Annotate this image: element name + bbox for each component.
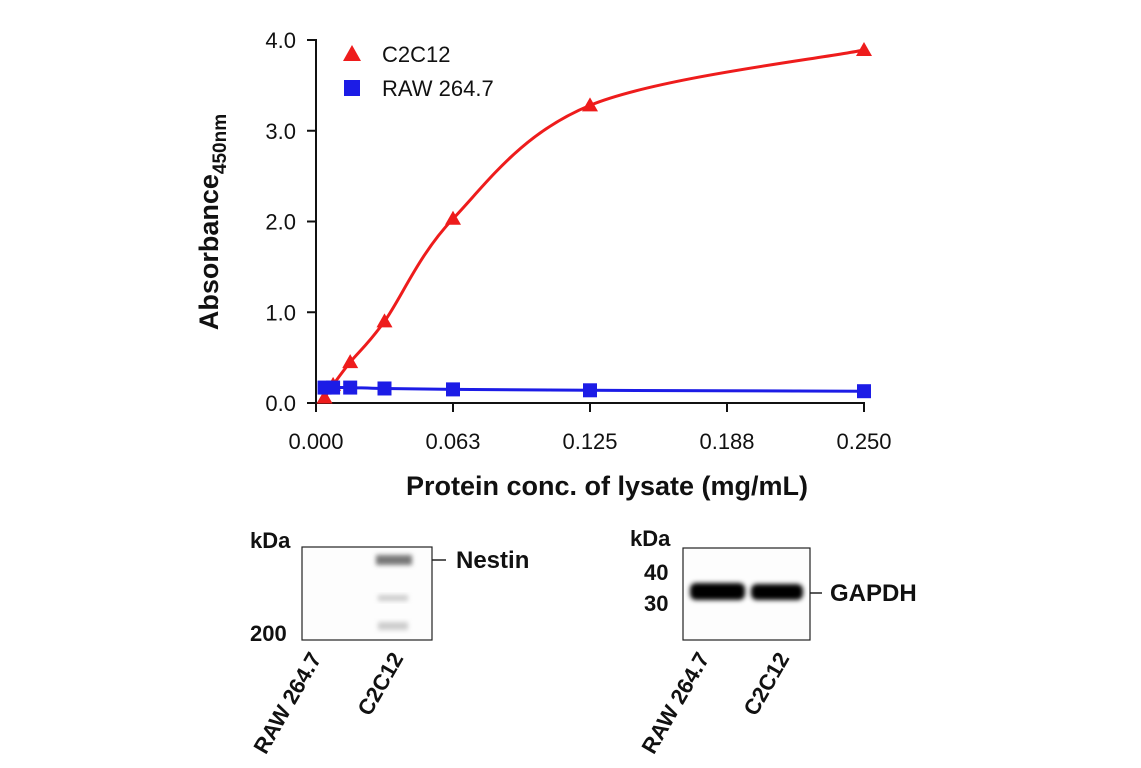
blot-membrane — [301, 546, 433, 641]
data-point — [326, 380, 341, 395]
band-label: GAPDH — [830, 580, 917, 607]
data-point — [343, 380, 358, 395]
legend-marker — [344, 80, 360, 96]
data-point — [446, 382, 460, 397]
data-point — [342, 354, 359, 369]
x-tick-label: 0.125 — [562, 429, 617, 454]
data-point — [582, 97, 598, 112]
lane-label: C2C12 — [738, 648, 794, 720]
y-tick-label: 3.0 — [265, 119, 296, 144]
data-point — [857, 384, 871, 399]
fit-line — [323, 48, 865, 399]
data-point — [445, 210, 461, 225]
blot-band — [751, 584, 803, 600]
blot-band — [690, 583, 745, 600]
blot-band — [378, 595, 408, 601]
blot-unit: kDa — [250, 528, 291, 553]
x-tick-label: 0.063 — [425, 429, 480, 454]
x-tick-label: 0.188 — [699, 429, 754, 454]
lane-label: C2C12 — [352, 648, 408, 720]
x-tick-label: 0.000 — [288, 429, 343, 454]
data-point — [376, 313, 393, 328]
y-axis-title: Absorbance450nm — [194, 114, 231, 330]
data-point — [316, 389, 333, 404]
blot-band — [378, 622, 408, 630]
blot-marker: 200 — [250, 621, 287, 646]
x-axis-title: Protein conc. of lysate (mg/mL) — [406, 471, 808, 501]
legend-label: RAW 264.7 — [382, 76, 494, 101]
y-tick-label: 1.0 — [265, 300, 296, 325]
band-label: Nestin — [456, 547, 529, 574]
blot-marker: 30 — [644, 591, 668, 616]
y-tick-label: 2.0 — [265, 210, 296, 235]
data-point — [377, 381, 392, 396]
y-axis-title-subscript: 450nm — [210, 114, 231, 174]
x-tick-label: 0.250 — [836, 429, 891, 454]
lane-label: RAW 264.7 — [248, 648, 326, 758]
y-tick-label: 4.0 — [265, 28, 296, 53]
lane-label: RAW 264.7 — [636, 648, 714, 758]
legend-label: C2C12 — [382, 42, 450, 67]
y-axis-title-main: Absorbance — [194, 174, 224, 330]
blot-unit: kDa — [630, 526, 671, 551]
data-point — [856, 41, 872, 56]
blot-marker: 40 — [644, 560, 668, 585]
y-tick-label: 0.0 — [265, 391, 296, 416]
legend-marker — [343, 45, 361, 61]
blot-band — [376, 555, 412, 565]
data-point — [583, 383, 597, 398]
